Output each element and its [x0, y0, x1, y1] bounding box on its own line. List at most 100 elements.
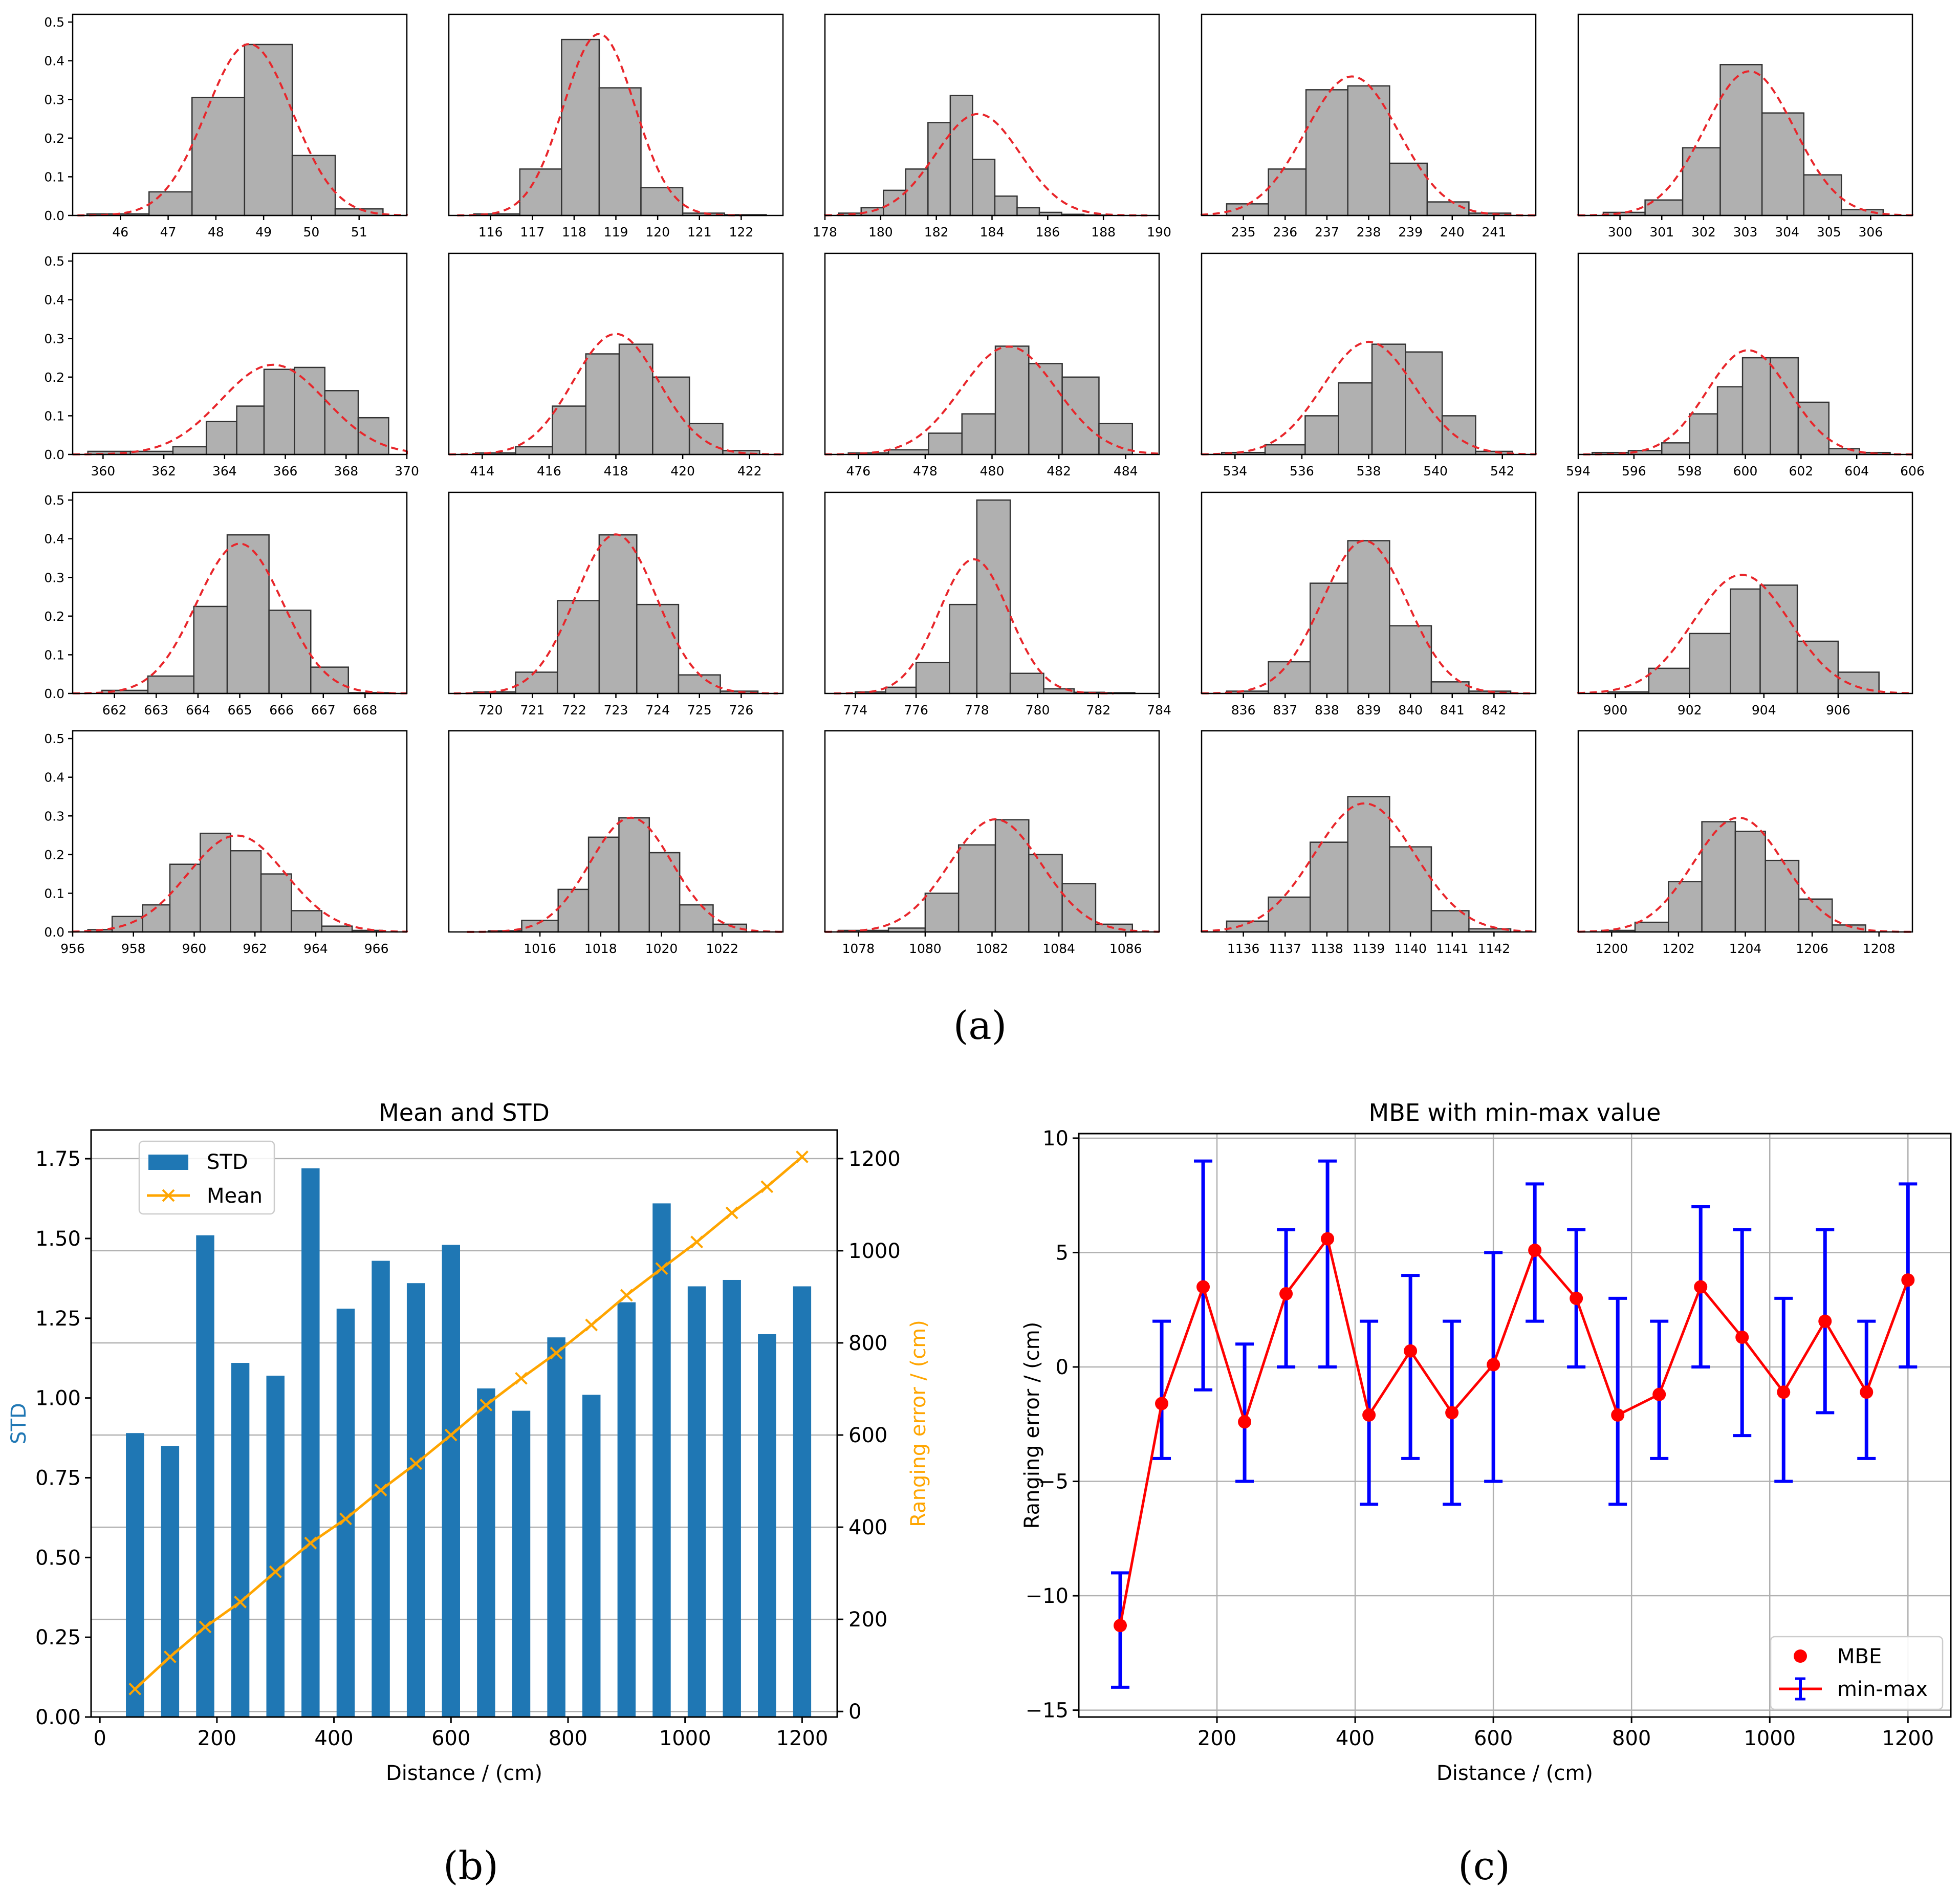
histogram-bar — [1730, 588, 1761, 694]
legend-box — [1770, 1636, 1944, 1710]
x-tick-label: 540 — [1423, 464, 1448, 479]
histogram-bar — [357, 417, 389, 455]
x-tick-label: 960 — [182, 941, 207, 956]
x-tick-label: 1084 — [1042, 941, 1075, 956]
mean-point — [655, 1262, 668, 1275]
histogram-bar — [1759, 584, 1798, 694]
x-tick-label: 47 — [160, 225, 177, 240]
normal-fit-curve — [1201, 340, 1537, 455]
x-tick-label: 958 — [121, 941, 146, 956]
x-tick-label: 362 — [151, 464, 176, 479]
histogram-bar — [1828, 448, 1860, 455]
histogram-bar — [679, 904, 714, 933]
std-bar — [126, 1433, 144, 1717]
histogram-bar — [1016, 207, 1040, 216]
panel-label-b: (b) — [443, 1843, 498, 1888]
x-tick-label: 1136 — [1227, 941, 1260, 956]
histogram-bar — [263, 368, 295, 455]
histogram-bar — [994, 345, 1030, 455]
x-tick-label: 400 — [1336, 1727, 1375, 1750]
x-tick-label: 1139 — [1353, 941, 1385, 956]
histogram-axes-frame — [72, 13, 408, 216]
std-bar — [477, 1388, 495, 1717]
x-tick-label: 116 — [478, 225, 503, 240]
x-tick-label: 1200 — [1595, 941, 1628, 956]
y-tick-label: 0.0 — [44, 925, 64, 940]
histogram-bar — [226, 534, 270, 694]
x-tick-label: 1204 — [1729, 941, 1762, 956]
x-tick-label: 906 — [1826, 703, 1850, 718]
histogram-bar — [618, 343, 654, 455]
histogram-bar — [585, 353, 620, 455]
y-tick-label: 0.3 — [44, 570, 64, 585]
x-tick-label: 784 — [1147, 703, 1171, 718]
mbe-point — [1155, 1397, 1169, 1410]
x-tick-label: 542 — [1490, 464, 1515, 479]
histogram-bar — [1761, 112, 1805, 216]
histogram-bar — [1405, 351, 1443, 455]
histogram-bar — [1009, 672, 1044, 694]
x-tick-label: 420 — [670, 464, 695, 479]
std-bar — [582, 1395, 601, 1717]
x-tick-label: 306 — [1859, 225, 1883, 240]
x-axis-label: Distance / (cm) — [386, 1762, 542, 1785]
x-tick-label: 51 — [351, 225, 367, 240]
x-tick-label: 118 — [562, 225, 586, 240]
x-tick-label: 178 — [813, 225, 837, 240]
x-tick-label: 1141 — [1436, 941, 1469, 956]
x-tick-label: 966 — [364, 941, 389, 956]
x-tick-label: 235 — [1231, 225, 1256, 240]
x-tick-label: 602 — [1789, 464, 1813, 479]
std-bar — [301, 1168, 320, 1717]
histogram-bar — [1268, 896, 1311, 933]
y-tick-label: 0.1 — [44, 886, 64, 901]
y-tick-label: 1.50 — [35, 1227, 81, 1251]
x-tick-label: 1140 — [1394, 941, 1427, 956]
mean-point — [795, 1150, 809, 1163]
std-bar — [231, 1363, 250, 1717]
x-tick-label: 964 — [303, 941, 328, 956]
histogram-axes-frame — [1577, 491, 1913, 694]
y-tick-label: 0.5 — [44, 254, 64, 269]
mbe-point — [1321, 1232, 1335, 1246]
mean-point — [690, 1235, 703, 1249]
y-tick-label: 0.1 — [44, 169, 64, 184]
y-tick-label: 0.2 — [44, 131, 64, 146]
histogram-panel-12: 720 721 722 723 724 725 726 — [448, 491, 784, 718]
histogram-bar — [1309, 841, 1348, 933]
histogram-bar — [193, 605, 228, 694]
normal-fit-curve — [824, 345, 1160, 455]
x-tick-label: 422 — [737, 464, 762, 479]
legend-mean-marker — [162, 1189, 175, 1202]
x-tick-label: 720 — [478, 703, 503, 718]
histogram-bar — [1389, 846, 1432, 933]
y-tick-label: 10 — [1042, 1127, 1069, 1150]
histogram-bar — [1716, 386, 1744, 455]
histogram-panel-20: 1200 1202 1204 1206 1208 — [1577, 730, 1913, 956]
x-tick-label: 182 — [924, 225, 949, 240]
y-tick-label: 0.1 — [44, 408, 64, 423]
x-tick-label: 667 — [311, 703, 336, 718]
histogram-bar — [1095, 923, 1134, 933]
histogram-bar — [587, 836, 620, 933]
histogram-bar — [148, 191, 193, 216]
std-bar — [161, 1446, 180, 1717]
histogram-bar — [883, 189, 907, 216]
x-tick-label: 1020 — [645, 941, 678, 956]
mean-point — [620, 1289, 633, 1302]
plot-area — [1079, 1134, 1951, 1717]
y-tick-label: 1.25 — [35, 1307, 81, 1331]
histogram-bar — [1765, 859, 1800, 933]
mean-std-chart: 0 200 400 600 800 1000 1200 0.00 0.25 0.50 0.75 1.0… — [7, 1099, 930, 1785]
y-right-tick-label: 0 — [848, 1700, 861, 1724]
normal-fit-curve — [1577, 70, 1913, 216]
histogram-bar — [1441, 415, 1476, 455]
y-right-tick-label: 400 — [848, 1516, 887, 1539]
x-tick-label: 186 — [1035, 225, 1060, 240]
x-tick-label: 190 — [1147, 225, 1171, 240]
mean-point — [374, 1484, 387, 1497]
x-tick-label: 665 — [228, 703, 252, 718]
x-tick-label: 370 — [395, 464, 419, 479]
histogram-bar — [1061, 883, 1097, 933]
histogram-bar — [1797, 401, 1830, 455]
